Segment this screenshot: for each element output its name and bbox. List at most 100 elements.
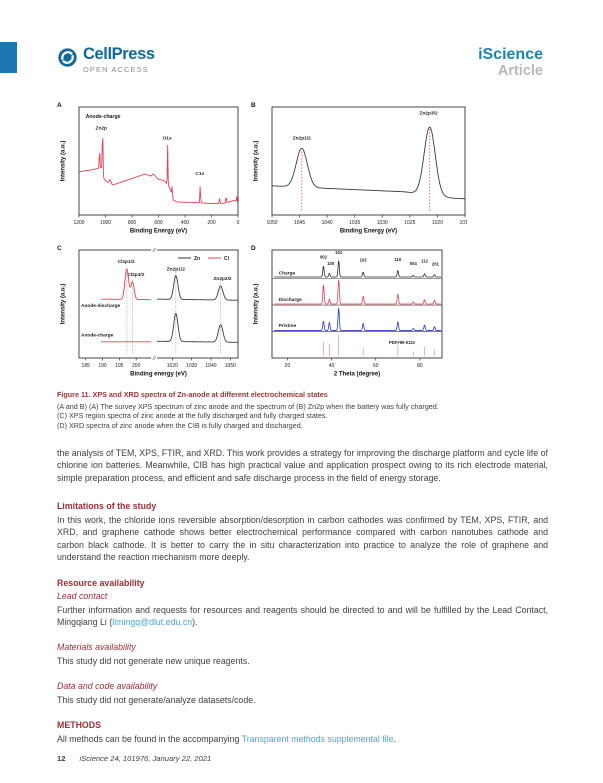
svg-text:Zn2p1/2: Zn2p1/2: [167, 267, 185, 273]
svg-text:200: 200: [207, 220, 216, 226]
page-footer: 12 iScience 24, 101976, January 22, 2021: [57, 754, 211, 763]
svg-text:Anode-charge: Anode-charge: [86, 114, 121, 120]
svg-text:Anode-discharge: Anode-discharge: [81, 303, 121, 309]
journal-header: iScience Article: [478, 46, 543, 79]
svg-text:Cl2p1/2: Cl2p1/2: [118, 259, 135, 265]
paragraph-limitations: In this work, the chloride ions reversib…: [57, 514, 548, 563]
svg-text:Anode-charge: Anode-charge: [81, 332, 114, 338]
svg-text:400: 400: [181, 220, 190, 226]
svg-text:Binding Energy (eV): Binding Energy (eV): [130, 229, 187, 235]
svg-text:201: 201: [432, 262, 440, 267]
svg-text:195: 195: [115, 363, 124, 369]
svg-text:Intensity (a.u.): Intensity (a.u.): [61, 284, 67, 325]
svg-text:1050: 1050: [266, 220, 277, 226]
svg-text:1020: 1020: [167, 363, 178, 369]
figure-caption-title: Figure 11. XPS and XRD spectra of Zn-ano…: [57, 390, 328, 399]
paragraph-lead-contact: Further information and requests for res…: [57, 604, 548, 629]
svg-text:Zn2p3/2: Zn2p3/2: [213, 276, 231, 282]
subheading-lead-contact: Lead contact: [57, 591, 108, 602]
paragraph-conclusion: the analysis of TEM, XPS, FTIR, and XRD.…: [57, 448, 548, 483]
methods-text: All methods can be found in the accompan…: [57, 733, 242, 744]
svg-text:1020: 1020: [432, 220, 443, 226]
figure-panel-D: D 20 40 60 80 2 Theta (degree) Intensity (a.u.…: [251, 245, 443, 378]
svg-text:Cl: Cl: [224, 256, 230, 262]
svg-text:Intensity (a.u.): Intensity (a.u.): [254, 141, 260, 182]
cellpress-wordmark: CellPress: [83, 45, 155, 63]
svg-text:Binding Energy (eV): Binding Energy (eV): [340, 229, 397, 235]
paragraph-materials: This study did not generate new unique r…: [57, 655, 250, 666]
svg-text:600: 600: [154, 220, 163, 226]
svg-text:1040: 1040: [322, 220, 333, 226]
svg-text:D: D: [251, 245, 256, 252]
svg-text:Intensity (a.u.): Intensity (a.u.): [254, 284, 260, 325]
figure-11: A 1200 1000 800 600 400 200 0 Binding Energy (eV…: [55, 98, 471, 396]
page-number: 12: [57, 754, 66, 763]
lead-contact-text-after: ).: [192, 616, 198, 627]
figure-panel-A: A 1200 1000 800 600 400 200 0 Binding Energy (eV…: [57, 102, 240, 235]
svg-text:100: 100: [327, 261, 335, 266]
svg-text:20: 20: [285, 363, 291, 369]
svg-text:0: 0: [237, 220, 240, 226]
svg-text:Zn: Zn: [194, 256, 200, 262]
svg-text://: //: [152, 248, 156, 254]
svg-text:2 Theta (degree): 2 Theta (degree): [334, 372, 380, 378]
subheading-materials-availability: Materials availability: [57, 642, 136, 653]
heading-limitations: Limitations of the study: [57, 501, 157, 512]
svg-text:1015: 1015: [459, 220, 467, 226]
svg-text:Zn2p1/2: Zn2p1/2: [293, 135, 311, 141]
journal-title: iScience: [478, 46, 543, 63]
email-link[interactable]: limingq@dlut.edu.cn: [112, 616, 193, 627]
svg-text:C1s: C1s: [195, 171, 204, 177]
svg-text:185: 185: [82, 363, 91, 369]
svg-text:002: 002: [320, 255, 328, 260]
article-type-label: Article: [497, 63, 543, 79]
figure-11-panels: A 1200 1000 800 600 400 200 0 Binding Energy (eV…: [57, 102, 471, 378]
svg-text:60: 60: [373, 363, 379, 369]
svg-text:1000: 1000: [100, 220, 111, 226]
heading-methods: METHODS: [57, 720, 101, 731]
figure-caption-line: (C) XPS region spectra of zinc anode at …: [57, 411, 328, 421]
transparent-methods-link[interactable]: Transparent methods supplemental file: [241, 733, 394, 744]
footer-journal-line: iScience 24, 101976, January 22, 2021: [79, 754, 212, 763]
svg-text:102: 102: [360, 257, 368, 262]
svg-text:Binding energy (eV): Binding energy (eV): [130, 372, 187, 378]
figure-panel-C: C 185 190 195 200 1020 1030 1040 1050 // // Binding…: [57, 245, 239, 378]
lead-contact-text: Further information and requests for res…: [57, 604, 548, 627]
svg-text://: //: [152, 356, 156, 362]
corner-accent-bar: [0, 42, 17, 73]
svg-text:800: 800: [128, 220, 137, 226]
paragraph-methods: All methods can be found in the accompan…: [57, 733, 548, 745]
paragraph-data-code: This study did not generate/analyze data…: [57, 694, 256, 705]
svg-text:O1s: O1s: [163, 135, 172, 141]
svg-text:Zn2p: Zn2p: [96, 126, 108, 132]
article-body: the analysis of TEM, XPS, FTIR, and XRD.…: [57, 447, 548, 758]
svg-text:C: C: [57, 245, 62, 252]
figure-caption-line: (A and B) (A) The survey XPS spectrum of…: [57, 401, 439, 411]
svg-text:1045: 1045: [294, 220, 305, 226]
svg-text:40: 40: [329, 363, 335, 369]
svg-text:1025: 1025: [404, 220, 415, 226]
svg-text:Cl2p3/2: Cl2p3/2: [127, 272, 144, 278]
svg-text:Charge: Charge: [279, 270, 296, 276]
figure-panel-B: B 1050 1045 1040 1035 1030 1025 1020 1015 Binding…: [251, 102, 471, 235]
svg-text:1040: 1040: [205, 363, 216, 369]
svg-text:B: B: [251, 102, 256, 109]
svg-text:112: 112: [421, 258, 428, 263]
svg-text:1050: 1050: [225, 363, 236, 369]
svg-text:A: A: [57, 102, 62, 109]
methods-text-after: .: [393, 733, 396, 744]
svg-text:1035: 1035: [349, 220, 360, 226]
cellpress-logo-icon: [58, 48, 77, 67]
svg-text:1030: 1030: [186, 363, 197, 369]
svg-text:Intensity (a.u.): Intensity (a.u.): [61, 141, 67, 182]
figure-caption-line: (D) XRD spectra of zinc anode when the C…: [57, 420, 303, 430]
svg-text:110: 110: [394, 257, 401, 262]
svg-text:Discharge: Discharge: [279, 297, 303, 303]
svg-text:PDF#99-0110: PDF#99-0110: [389, 340, 416, 345]
svg-text:101: 101: [335, 250, 343, 255]
svg-text:80: 80: [417, 363, 423, 369]
subheading-data-code-availability: Data and code availability: [57, 681, 158, 692]
svg-text:1030: 1030: [377, 220, 388, 226]
svg-text:1200: 1200: [73, 220, 84, 226]
